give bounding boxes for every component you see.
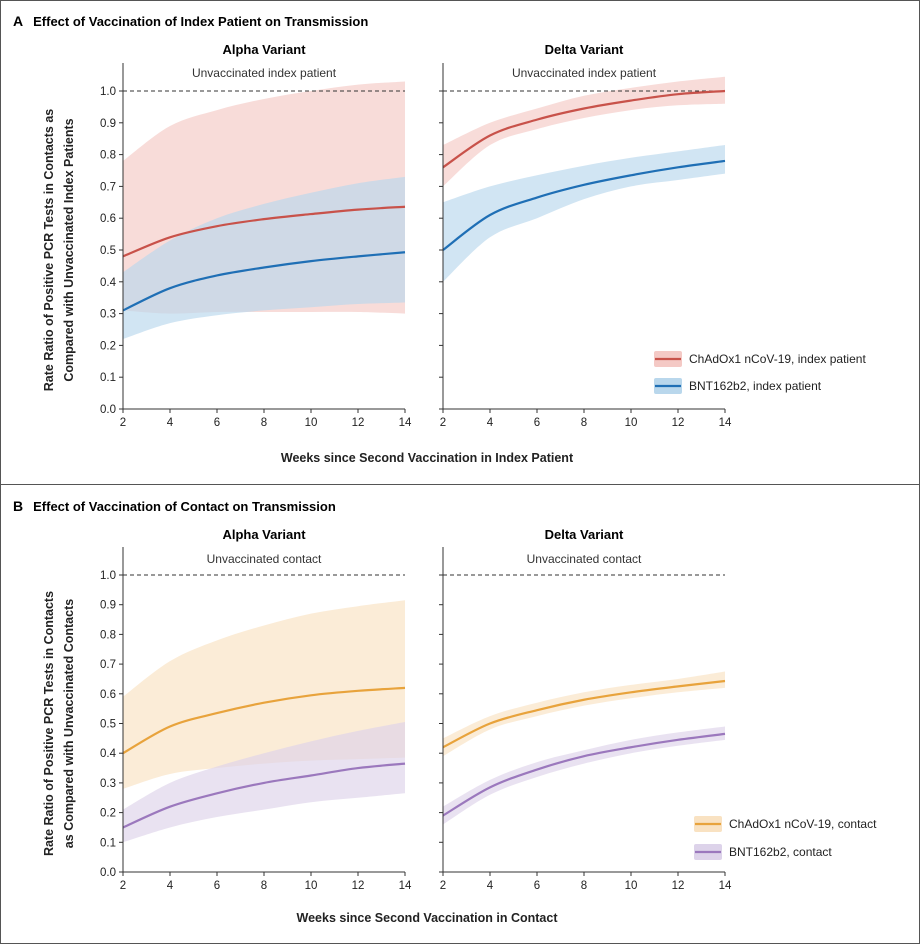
confidence-band — [443, 145, 725, 282]
legend-label: BNT162b2, index patient — [689, 379, 822, 393]
series-line — [442, 89, 726, 169]
legend: ChAdOx1 nCoV-19, index patient BNT162b2, … — [654, 351, 866, 394]
series-line — [442, 679, 726, 749]
x-tick-label: 4 — [167, 880, 174, 892]
panel-letter: B — [13, 498, 23, 514]
y-tick-label: 1.0 — [100, 570, 116, 582]
y-tick-label: 0.7 — [100, 181, 116, 193]
confidence-band — [443, 726, 725, 825]
subplot-delta: Delta Variant Unvaccinated contact 2 4 6 8 10 1… — [439, 527, 732, 892]
x-tick-label: 10 — [305, 880, 318, 892]
y-tick-label: 0.4 — [100, 748, 117, 760]
legend: ChAdOx1 nCoV-19, contact BNT162b2, contac… — [694, 816, 877, 860]
x-tick-label: 12 — [352, 417, 365, 429]
series-line — [122, 686, 406, 755]
y-axis-label: Rate Ratio of Positive PCR Tests in Cont… — [42, 109, 56, 392]
y-tick-label: 0.6 — [100, 689, 116, 701]
x-tick-label: 12 — [352, 880, 365, 892]
x-tick-label: 8 — [261, 880, 267, 892]
panel-title: A Effect of Vaccination of Index Patient … — [13, 13, 368, 29]
y-axis-label: Rate Ratio of Positive PCR Tests in Cont… — [42, 591, 56, 856]
y-tick-label: 0.8 — [100, 150, 116, 162]
y-tick-label: 1.0 — [100, 86, 116, 98]
reference-label: Unvaccinated index patient — [512, 66, 657, 80]
y-tick-label: 0.0 — [100, 404, 116, 416]
panel-letter: A — [13, 13, 23, 29]
x-tick-label: 14 — [399, 880, 412, 892]
y-tick-label: 0.1 — [100, 837, 116, 849]
x-tick-label: 14 — [399, 417, 412, 429]
x-axis-label: Weeks since Second Vaccination in Index … — [281, 451, 574, 465]
panel-a: A Effect of Vaccination of Index Patient … — [0, 0, 920, 485]
x-tick-label: 2 — [120, 417, 126, 429]
y-tick-label: 0.9 — [100, 118, 116, 130]
reference-label: Unvaccinated contact — [207, 552, 322, 566]
x-tick-label: 6 — [214, 880, 220, 892]
subplot-alpha: Alpha Variant Unvaccinated index patient 0… — [100, 42, 412, 429]
confidence-band — [443, 671, 725, 757]
y-tick-label: 0.4 — [100, 277, 117, 289]
x-tick-label: 4 — [167, 417, 174, 429]
x-tick-label: 2 — [440, 417, 446, 429]
x-tick-label: 6 — [214, 417, 220, 429]
legend-label: BNT162b2, contact — [729, 845, 832, 859]
series-line — [442, 159, 726, 251]
y-tick-label: 0.5 — [100, 245, 116, 257]
x-tick-label: 2 — [120, 880, 126, 892]
y-tick-label: 0.9 — [100, 600, 116, 612]
x-tick-label: 10 — [305, 417, 318, 429]
y-tick-label: 0.0 — [100, 867, 116, 879]
x-tick-label: 14 — [719, 880, 732, 892]
x-tick-label: 14 — [719, 417, 732, 429]
y-tick-label: 0.2 — [100, 808, 116, 820]
y-axis-label: Compared with Unvaccinated Index Patient… — [62, 118, 76, 381]
y-tick-label: 0.5 — [100, 719, 116, 731]
panel-title-text: Effect of Vaccination of Index Patient o… — [33, 14, 368, 29]
x-tick-label: 12 — [672, 880, 685, 892]
series-line — [122, 762, 406, 829]
y-tick-label: 0.8 — [100, 629, 116, 641]
reference-label: Unvaccinated contact — [527, 552, 642, 566]
y-tick-label: 0.1 — [100, 372, 116, 384]
y-axis-label: as Compared with Unvaccinated Contacts — [62, 599, 76, 848]
x-tick-label: 4 — [487, 417, 494, 429]
legend-label: ChAdOx1 nCoV-19, index patient — [689, 352, 866, 366]
subplot-delta: Delta Variant Unvaccinated index patient 2… — [439, 42, 732, 429]
series-line — [122, 205, 406, 258]
x-tick-label: 6 — [534, 880, 540, 892]
reference-label: Unvaccinated index patient — [192, 66, 337, 80]
x-tick-label: 10 — [625, 880, 638, 892]
panel-a-chart: A Effect of Vaccination of Index Patient … — [13, 13, 866, 465]
y-tick-label: 0.3 — [100, 309, 116, 321]
subplot-alpha: Alpha Variant Unvaccinated contact 0.0 0.1 0… — [100, 527, 412, 892]
x-tick-label: 2 — [440, 880, 446, 892]
subplot-title: Alpha Variant — [222, 42, 306, 57]
subplot-title: Delta Variant — [545, 42, 624, 57]
series-line — [122, 251, 406, 312]
subplot-title: Delta Variant — [545, 527, 624, 542]
x-tick-label: 10 — [625, 417, 638, 429]
x-tick-label: 4 — [487, 880, 494, 892]
x-axis-label: Weeks since Second Vaccination in Contac… — [297, 911, 559, 925]
x-tick-label: 6 — [534, 417, 540, 429]
y-tick-label: 0.3 — [100, 778, 116, 790]
confidence-band — [443, 76, 725, 187]
y-tick-label: 0.2 — [100, 340, 116, 352]
panel-b-chart: B Effect of Vaccination of Contact on Tra… — [13, 498, 877, 925]
y-tick-label: 0.6 — [100, 213, 116, 225]
series-line — [442, 732, 726, 817]
legend-label: ChAdOx1 nCoV-19, contact — [729, 817, 877, 831]
x-tick-label: 8 — [261, 417, 267, 429]
x-tick-label: 12 — [672, 417, 685, 429]
subplot-title: Alpha Variant — [222, 527, 306, 542]
panel-title: B Effect of Vaccination of Contact on Tra… — [13, 498, 336, 514]
panel-b: B Effect of Vaccination of Contact on Tra… — [0, 484, 920, 944]
x-tick-label: 8 — [581, 417, 587, 429]
confidence-band — [123, 176, 405, 340]
panel-title-text: Effect of Vaccination of Contact on Tran… — [33, 499, 336, 514]
x-tick-label: 8 — [581, 880, 587, 892]
y-tick-label: 0.7 — [100, 659, 116, 671]
